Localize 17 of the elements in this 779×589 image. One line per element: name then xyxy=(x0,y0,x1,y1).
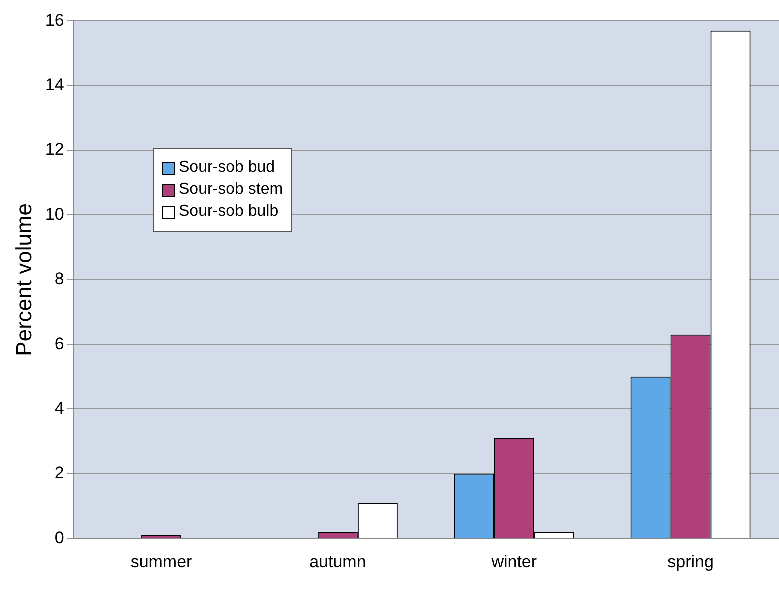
y-tick-label: 14 xyxy=(45,76,64,95)
y-tick-label: 8 xyxy=(54,270,64,289)
y-axis-title: Percent volume xyxy=(11,203,36,356)
y-tick-label: 16 xyxy=(45,10,64,30)
y-tick-label: 2 xyxy=(54,464,64,483)
y-tick-label: 10 xyxy=(45,204,64,224)
y-tick-label: 6 xyxy=(54,334,64,354)
y-tick-label: 0 xyxy=(54,528,64,548)
x-tick-label: winter xyxy=(490,552,538,572)
legend-label: Sour-sob bulb xyxy=(179,203,279,221)
x-tick-label: spring xyxy=(668,552,714,572)
legend-label: Sour-sob bud xyxy=(179,159,276,177)
y-tick-label: 4 xyxy=(54,398,64,418)
x-tick-label: autumn xyxy=(310,552,366,572)
legend-label: Sour-sob stem xyxy=(179,181,284,199)
y-tick-label: 12 xyxy=(45,140,64,160)
x-tick-label: summer xyxy=(130,552,193,572)
